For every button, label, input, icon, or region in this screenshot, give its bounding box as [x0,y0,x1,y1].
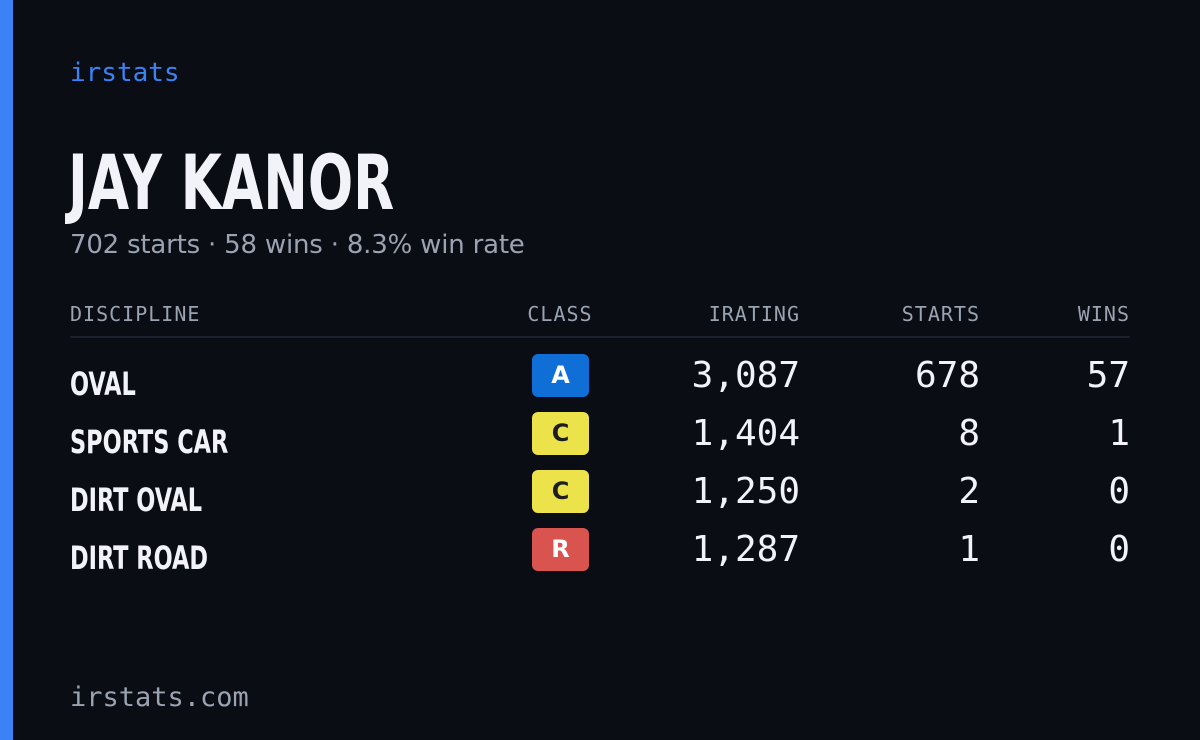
starts-value: 2 [958,471,980,512]
driver-summary: 702 starts · 58 wins · 8.3% win rate [70,230,525,260]
footer-url: irstats.com [70,682,249,713]
column-header-irating: IRATING [708,302,800,326]
wins-value: 57 [1086,355,1130,396]
class-badge: R [532,528,589,571]
discipline-name: OVAL [70,365,136,403]
table-row-sports-car: SPORTS CAR C 1,404 8 1 [0,412,1200,470]
wins-value: 1 [1108,413,1130,454]
column-header-discipline: DISCIPLINE [70,302,201,326]
class-badge: C [532,470,589,513]
wins-value: 0 [1108,529,1130,570]
driver-name: JAY KANOR [68,138,395,227]
brand-logo: irstats [70,58,180,88]
column-header-starts: STARTS [901,302,980,326]
discipline-name: SPORTS CAR [70,423,229,461]
header-divider [70,336,1130,338]
irating-value: 1,287 [691,529,800,570]
wins-value: 0 [1108,471,1130,512]
starts-value: 1 [958,529,980,570]
class-badge: C [532,412,589,455]
column-header-wins: WINS [1077,302,1130,326]
table-row-oval: OVAL A 3,087 678 57 [0,354,1200,412]
column-header-class: CLASS [527,302,593,326]
irating-value: 3,087 [691,355,800,396]
starts-value: 678 [914,355,980,396]
table-row-dirt-oval: DIRT OVAL C 1,250 2 0 [0,470,1200,528]
table-row-dirt-road: DIRT ROAD R 1,287 1 0 [0,528,1200,586]
accent-bar [0,0,13,740]
class-badge: A [532,354,589,397]
discipline-name: DIRT OVAL [70,481,203,519]
irating-value: 1,404 [691,413,800,454]
discipline-name: DIRT ROAD [70,539,209,577]
irating-value: 1,250 [691,471,800,512]
starts-value: 8 [958,413,980,454]
